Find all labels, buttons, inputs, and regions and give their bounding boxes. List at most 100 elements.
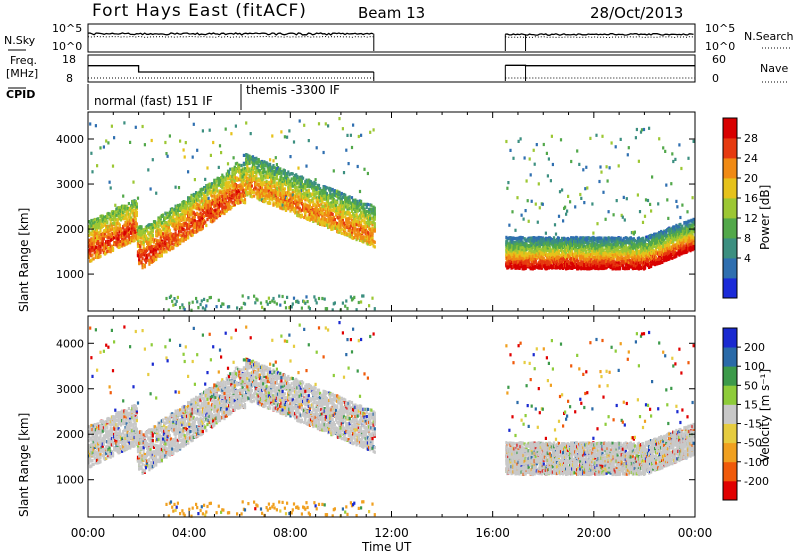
- power-cell: [109, 238, 112, 242]
- date-label: 28/Oct/2013: [590, 4, 683, 22]
- power-cell: [226, 207, 230, 211]
- power-cell: [514, 228, 517, 232]
- power-cell: [147, 168, 150, 172]
- power-cell: [192, 215, 195, 220]
- power-cell: [324, 206, 327, 211]
- power-cell: [526, 199, 529, 203]
- power-cell: [152, 240, 156, 244]
- power-cell: [175, 205, 178, 209]
- power-cell: [114, 222, 117, 226]
- power-cell: [111, 246, 115, 250]
- power-cell: [106, 215, 109, 219]
- beam-label: Beam 13: [358, 4, 425, 22]
- power-cell: [140, 261, 143, 265]
- power-cell: [200, 216, 203, 220]
- power-cell: [193, 199, 196, 203]
- power-cell: [356, 199, 359, 203]
- power-cell: [184, 205, 187, 209]
- power-cell: [94, 253, 97, 257]
- power-cell: [290, 177, 293, 181]
- power-cell: [360, 133, 363, 137]
- power-cell: [201, 219, 204, 223]
- power-cell: [124, 236, 127, 240]
- power-cell: [372, 128, 375, 132]
- power-cell: [353, 295, 356, 299]
- nsky-tick-high: 10^5: [52, 22, 82, 35]
- power-cell: [103, 222, 107, 226]
- power-cell: [167, 233, 170, 237]
- power-cell: [107, 227, 110, 231]
- power-cell: [183, 307, 186, 312]
- power-cell: [164, 140, 167, 145]
- power-cell: [155, 239, 158, 243]
- power-cell: [208, 296, 211, 300]
- power-cell: [115, 234, 118, 238]
- power-cell: [142, 243, 145, 247]
- power-cell: [159, 235, 162, 239]
- power-cell: [138, 250, 141, 254]
- nsearch-line: [505, 36, 694, 39]
- power-cell: [171, 299, 174, 303]
- power-cell: [93, 233, 96, 238]
- power-cell: [93, 251, 96, 255]
- power-cell: [243, 302, 247, 306]
- power-cell: [136, 254, 140, 258]
- power-cell: [269, 162, 272, 166]
- power-cell: [126, 220, 129, 224]
- nsky-label: N.Sky: [4, 34, 36, 47]
- power-cell: [138, 258, 141, 262]
- power-cell: [271, 134, 274, 138]
- power-cell: [124, 204, 127, 209]
- power-cell: [512, 156, 515, 160]
- power-cell: [187, 236, 190, 240]
- power-cell: [206, 190, 209, 194]
- power-cell: [201, 202, 204, 206]
- power-cell: [179, 229, 182, 233]
- power-cell: [159, 241, 162, 245]
- power-cell: [147, 231, 150, 235]
- power-cell: [136, 235, 140, 239]
- power-cell: [107, 211, 110, 216]
- power-cell: [114, 233, 117, 237]
- power-cell: [181, 205, 184, 209]
- power-cell: [155, 234, 158, 238]
- power-cell: [100, 214, 103, 218]
- power-cell: [217, 165, 220, 169]
- power-cell: [172, 215, 175, 219]
- power-cell: [175, 215, 178, 219]
- power-cell: [125, 234, 128, 238]
- power-cell: [179, 240, 182, 245]
- power-cell: [160, 225, 163, 229]
- power-cell: [184, 231, 187, 235]
- power-cell: [110, 225, 113, 229]
- power-cell: [151, 233, 154, 237]
- power-cell: [201, 306, 204, 310]
- power-cell: [118, 224, 121, 228]
- power-cell: [116, 239, 119, 243]
- power-cell: [148, 225, 151, 229]
- power-cell: [180, 212, 183, 217]
- power-cell: [100, 222, 103, 226]
- power-cell: [129, 241, 132, 245]
- power-cell: [205, 212, 208, 216]
- power-cell: [89, 259, 92, 263]
- power-cell: [118, 230, 121, 234]
- power-cell: [127, 215, 130, 219]
- power-cell: [121, 244, 124, 248]
- power-cell: [98, 235, 101, 239]
- power-cell: [122, 234, 125, 238]
- power-cell: [208, 199, 211, 203]
- power-cell: [113, 236, 116, 240]
- power-cell: [362, 294, 365, 298]
- power-cell: [193, 194, 196, 198]
- power-cell: [157, 239, 160, 243]
- power-cell: [356, 164, 359, 169]
- power-cell: [205, 196, 208, 200]
- nsky-frame: [87, 23, 696, 53]
- power-cell: [199, 190, 202, 194]
- power-cell: [364, 225, 367, 229]
- power-cell: [134, 201, 137, 205]
- power-cell: [200, 222, 203, 226]
- power-cell: [146, 236, 149, 240]
- power-cell: [340, 191, 343, 196]
